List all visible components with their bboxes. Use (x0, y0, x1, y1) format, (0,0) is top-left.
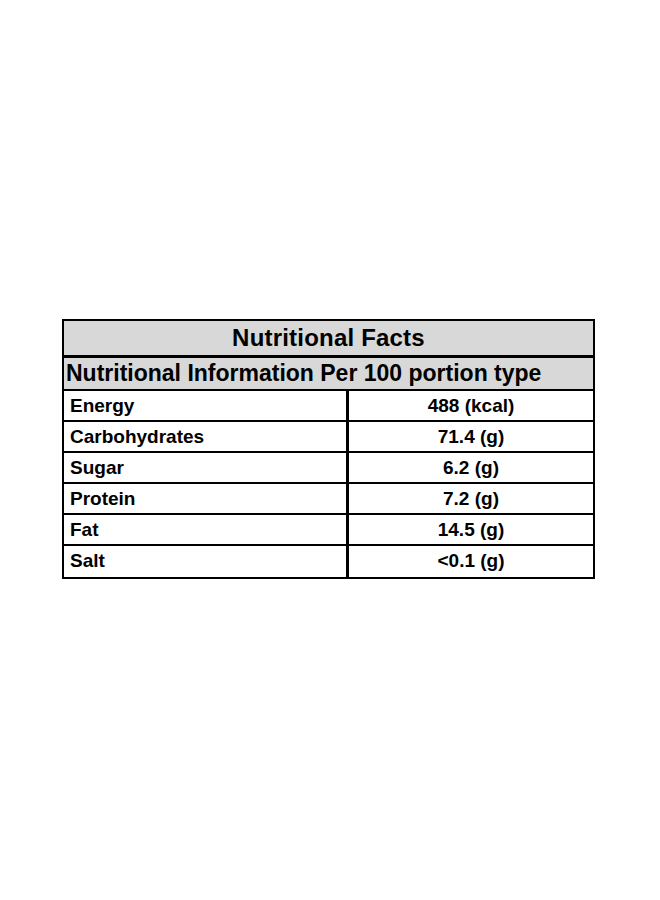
nutrient-label: Carbohydrates (64, 422, 349, 451)
nutrient-label: Energy (64, 391, 349, 420)
nutrient-label: Salt (64, 546, 349, 577)
table-title: Nutritional Facts (64, 321, 593, 358)
nutrient-label: Sugar (64, 453, 349, 482)
table-row-salt: Salt <0.1 (g) (64, 546, 593, 577)
table-subtitle: Nutritional Information Per 100 portion … (64, 358, 593, 391)
nutrient-value: 7.2 (g) (349, 484, 593, 513)
nutrition-facts-table: Nutritional Facts Nutritional Informatio… (62, 319, 595, 579)
page-background: Nutritional Facts Nutritional Informatio… (0, 0, 660, 900)
nutrient-label: Fat (64, 515, 349, 544)
nutrient-value: 71.4 (g) (349, 422, 593, 451)
nutrient-value: 488 (kcal) (349, 391, 593, 420)
table-row-protein: Protein 7.2 (g) (64, 484, 593, 515)
nutrient-label: Protein (64, 484, 349, 513)
nutrient-value: 14.5 (g) (349, 515, 593, 544)
table-row-sugar: Sugar 6.2 (g) (64, 453, 593, 484)
table-row-fat: Fat 14.5 (g) (64, 515, 593, 546)
nutrient-value: <0.1 (g) (349, 546, 593, 577)
table-row-energy: Energy 488 (kcal) (64, 391, 593, 422)
nutrient-value: 6.2 (g) (349, 453, 593, 482)
table-row-carbohydrates: Carbohydrates 71.4 (g) (64, 422, 593, 453)
